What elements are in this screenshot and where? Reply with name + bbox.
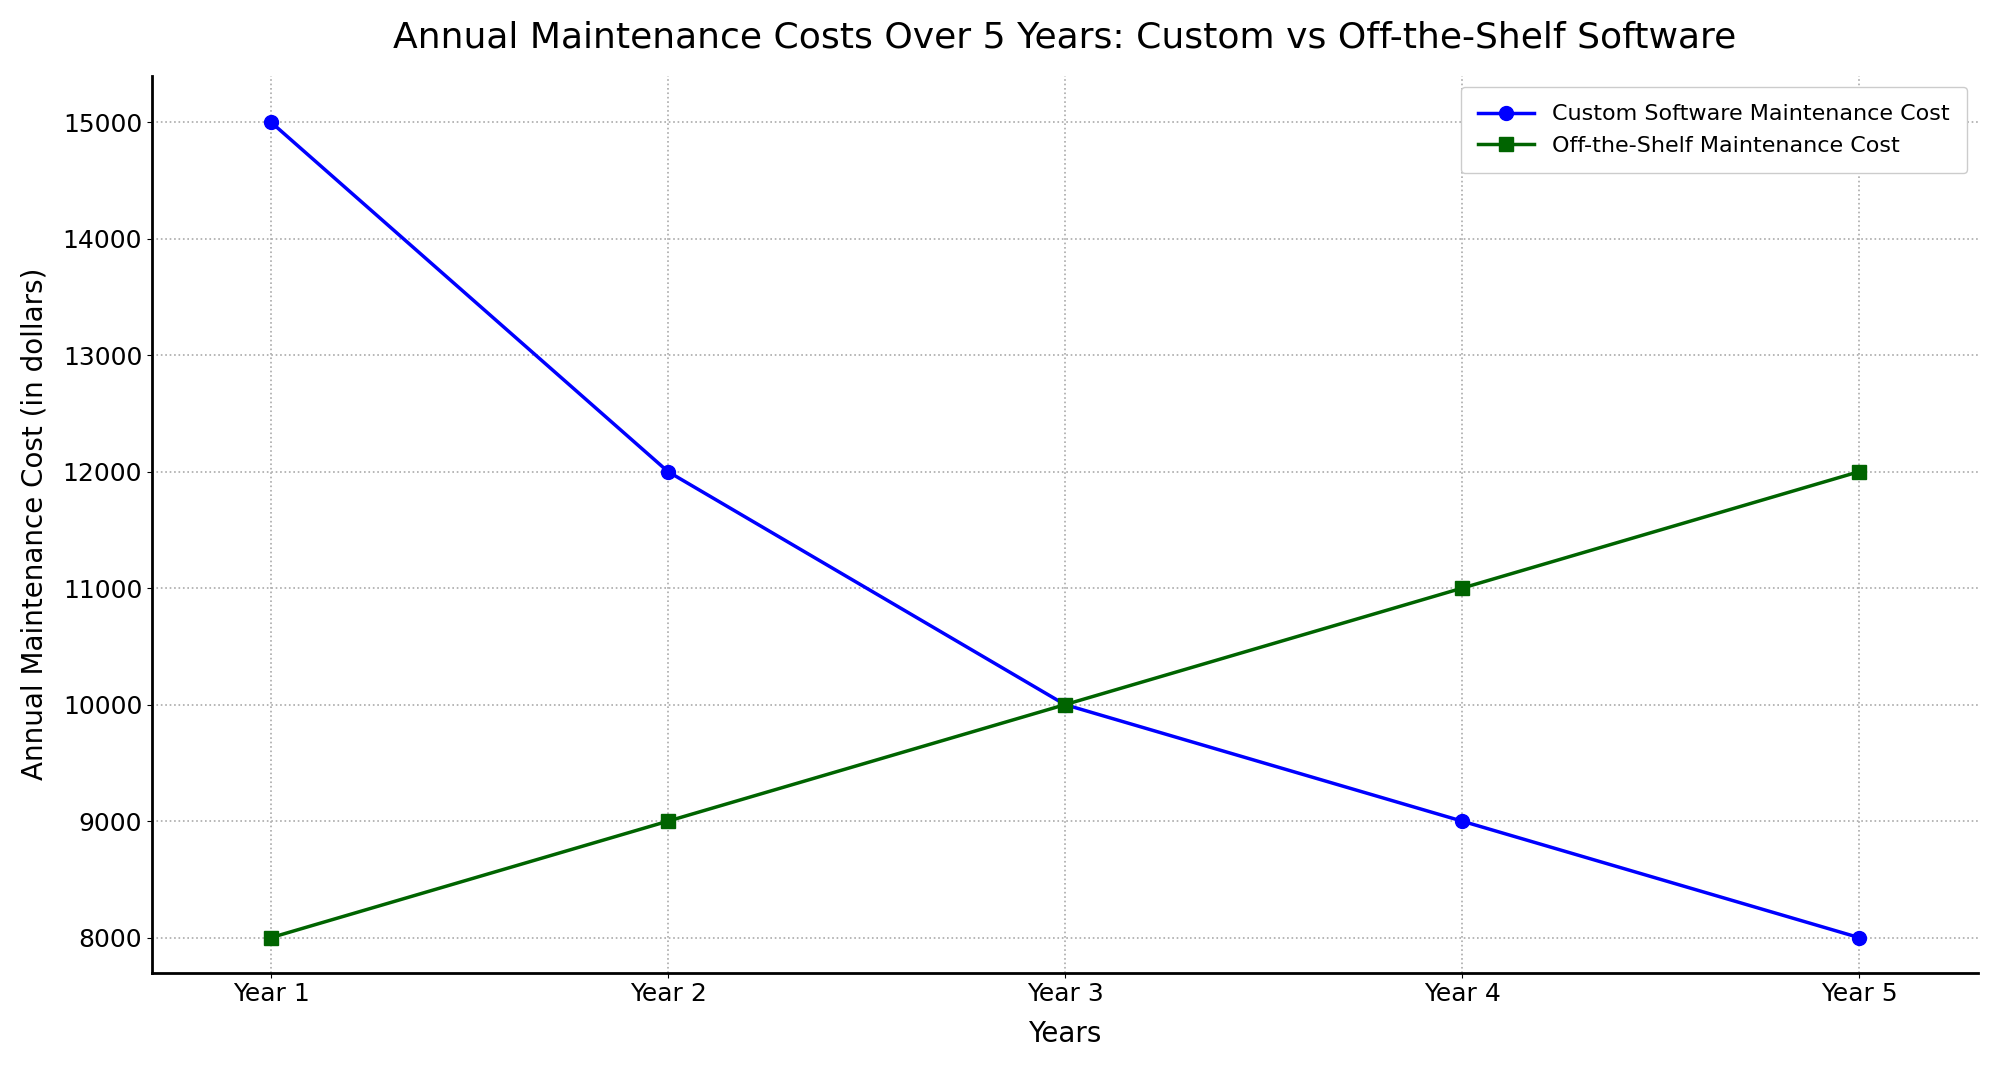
Off-the-Shelf Maintenance Cost xyxy=(260,931,284,944)
Off-the-Shelf Maintenance Cost xyxy=(1449,582,1473,594)
Off-the-Shelf Maintenance Cost xyxy=(655,815,679,827)
Line: Off-the-Shelf Maintenance Cost: Off-the-Shelf Maintenance Cost xyxy=(264,465,1864,945)
Legend: Custom Software Maintenance Cost, Off-the-Shelf Maintenance Cost: Custom Software Maintenance Cost, Off-th… xyxy=(1461,87,1966,173)
Off-the-Shelf Maintenance Cost xyxy=(1846,465,1870,478)
Off-the-Shelf Maintenance Cost xyxy=(1053,698,1077,711)
Title: Annual Maintenance Costs Over 5 Years: Custom vs Off-the-Shelf Software: Annual Maintenance Costs Over 5 Years: C… xyxy=(394,20,1736,55)
Line: Custom Software Maintenance Cost: Custom Software Maintenance Cost xyxy=(264,115,1864,945)
X-axis label: Years: Years xyxy=(1027,1020,1101,1049)
Y-axis label: Annual Maintenance Cost (in dollars): Annual Maintenance Cost (in dollars) xyxy=(20,268,48,780)
Custom Software Maintenance Cost xyxy=(1846,931,1870,944)
Custom Software Maintenance Cost xyxy=(1449,815,1473,827)
Custom Software Maintenance Cost xyxy=(260,115,284,128)
Custom Software Maintenance Cost xyxy=(655,465,679,478)
Custom Software Maintenance Cost xyxy=(1053,698,1077,711)
